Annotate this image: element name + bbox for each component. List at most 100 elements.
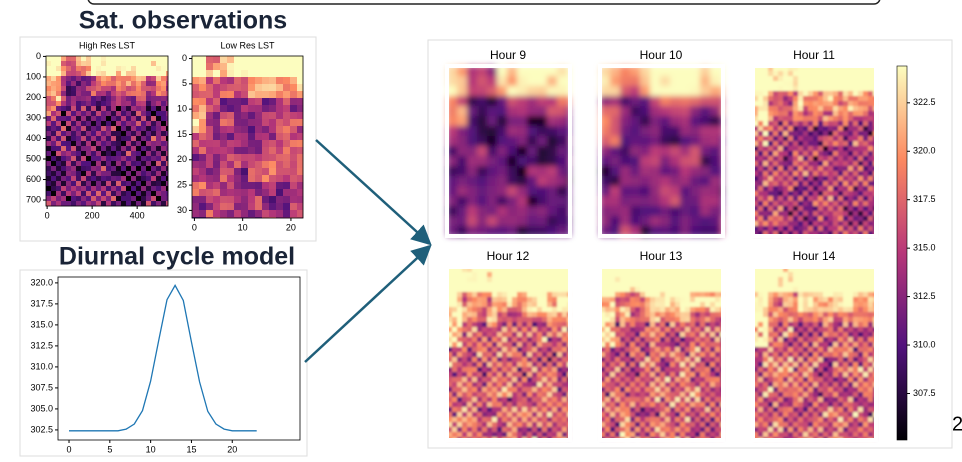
heatmap-cell bbox=[81, 71, 86, 76]
heatmap-cell bbox=[843, 352, 848, 357]
heatmap-cell bbox=[848, 407, 853, 412]
heatmap-cell bbox=[788, 171, 793, 176]
heatmap-cell bbox=[141, 106, 146, 111]
heatmap-cell bbox=[665, 297, 670, 302]
heatmap-cell bbox=[758, 397, 763, 402]
heatmap-cell bbox=[680, 332, 685, 337]
heatmap-cell bbox=[462, 402, 467, 407]
heatmap-cell bbox=[283, 203, 290, 210]
heatmap-cell bbox=[793, 111, 798, 116]
heatmap-cell bbox=[462, 387, 467, 392]
heatmap-cell bbox=[778, 312, 783, 317]
heatmap-cell bbox=[557, 387, 562, 392]
heatmap-cell bbox=[793, 327, 798, 332]
heatmap-cell bbox=[502, 347, 507, 352]
heatmap-cell bbox=[813, 397, 818, 402]
heatmap-cell bbox=[241, 56, 248, 63]
heatmap-cell bbox=[788, 156, 793, 161]
page-number: 2 bbox=[952, 413, 962, 435]
heatmap-cell bbox=[487, 287, 492, 292]
heatmap-cell bbox=[773, 342, 778, 347]
heatmap-cell bbox=[630, 216, 640, 226]
heatmap-cell bbox=[517, 347, 522, 352]
heatmap-cell bbox=[705, 397, 710, 402]
heatmap-cell bbox=[472, 277, 477, 282]
heatmap-cell bbox=[853, 342, 858, 347]
heatmap-cell bbox=[512, 427, 517, 432]
heatmap-cell bbox=[675, 352, 680, 357]
heatmap-cell bbox=[710, 297, 715, 302]
heatmap-cell bbox=[141, 181, 146, 186]
heatmap-cell bbox=[141, 136, 146, 141]
heatmap-cell bbox=[783, 367, 788, 372]
heatmap-cell bbox=[670, 287, 675, 292]
heatmap-cell bbox=[66, 181, 71, 186]
heatmap-cell bbox=[610, 427, 615, 432]
heatmap-cell bbox=[655, 332, 660, 337]
heatmap-cell bbox=[507, 402, 512, 407]
heatmap-cell bbox=[126, 96, 131, 101]
heatmap-cell bbox=[86, 171, 91, 176]
heatmap-cell bbox=[813, 337, 818, 342]
heatmap-cell bbox=[457, 86, 467, 96]
heatmap-cell bbox=[547, 362, 552, 367]
heatmap-cell bbox=[290, 126, 297, 133]
heatmap-cell bbox=[227, 98, 234, 105]
heatmap-cell bbox=[146, 156, 151, 161]
heatmap-cell bbox=[126, 126, 131, 131]
heatmap-cell bbox=[199, 154, 206, 161]
heatmap-cell bbox=[655, 347, 660, 352]
heatmap-cell bbox=[828, 96, 833, 101]
heatmap-cell bbox=[522, 417, 527, 422]
heatmap-cell bbox=[121, 81, 126, 86]
heatmap-cell bbox=[793, 377, 798, 382]
heatmap-cell bbox=[833, 342, 838, 347]
heatmap-cell bbox=[818, 322, 823, 327]
heatmap-cell bbox=[798, 277, 803, 282]
heatmap-cell bbox=[241, 70, 248, 77]
heatmap-cell bbox=[605, 427, 610, 432]
heatmap-cell bbox=[161, 166, 166, 171]
heatmap-cell bbox=[269, 147, 276, 154]
heatmap-cell bbox=[487, 196, 497, 206]
heatmap-cell bbox=[823, 96, 828, 101]
heatmap-cell bbox=[497, 106, 507, 116]
heatmap-cell bbox=[823, 176, 828, 181]
heatmap-cell bbox=[131, 126, 136, 131]
heatmap-cell bbox=[136, 86, 141, 91]
heatmap-cell bbox=[853, 387, 858, 392]
heatmap-cell bbox=[808, 206, 813, 211]
heatmap-cell bbox=[783, 226, 788, 231]
heatmap-cell bbox=[853, 377, 858, 382]
heatmap-cell bbox=[283, 70, 290, 77]
heatmap-cell bbox=[106, 136, 111, 141]
heatmap-cell bbox=[803, 226, 808, 231]
heatmap-cell bbox=[768, 392, 773, 397]
heatmap-cell bbox=[670, 412, 675, 417]
heatmap-cell bbox=[101, 106, 106, 111]
heatmap-cell bbox=[487, 347, 492, 352]
heatmap-cell bbox=[868, 156, 873, 161]
heatmap-cell bbox=[685, 327, 690, 332]
heatmap-cell bbox=[848, 382, 853, 387]
heatmap-cell bbox=[705, 377, 710, 382]
x-tick-label: 10 bbox=[146, 444, 156, 454]
heatmap-cell bbox=[96, 56, 101, 61]
heatmap-cell bbox=[527, 372, 532, 377]
heatmap-cell bbox=[808, 106, 813, 111]
heatmap-cell bbox=[768, 146, 773, 151]
heatmap-cell bbox=[156, 76, 161, 81]
heatmap-cell bbox=[151, 111, 156, 116]
heatmap-cell bbox=[482, 352, 487, 357]
heatmap-cell bbox=[803, 342, 808, 347]
heatmap-cell bbox=[51, 191, 56, 196]
heatmap-cell bbox=[46, 121, 51, 126]
heatmap-cell bbox=[763, 357, 768, 362]
heatmap-cell bbox=[497, 136, 507, 146]
heatmap-cell bbox=[452, 352, 457, 357]
heatmap-cell bbox=[502, 352, 507, 357]
heatmap-cell bbox=[620, 367, 625, 372]
heatmap-cell bbox=[297, 70, 303, 77]
heatmap-cell bbox=[517, 297, 522, 302]
heatmap-cell bbox=[121, 101, 126, 106]
